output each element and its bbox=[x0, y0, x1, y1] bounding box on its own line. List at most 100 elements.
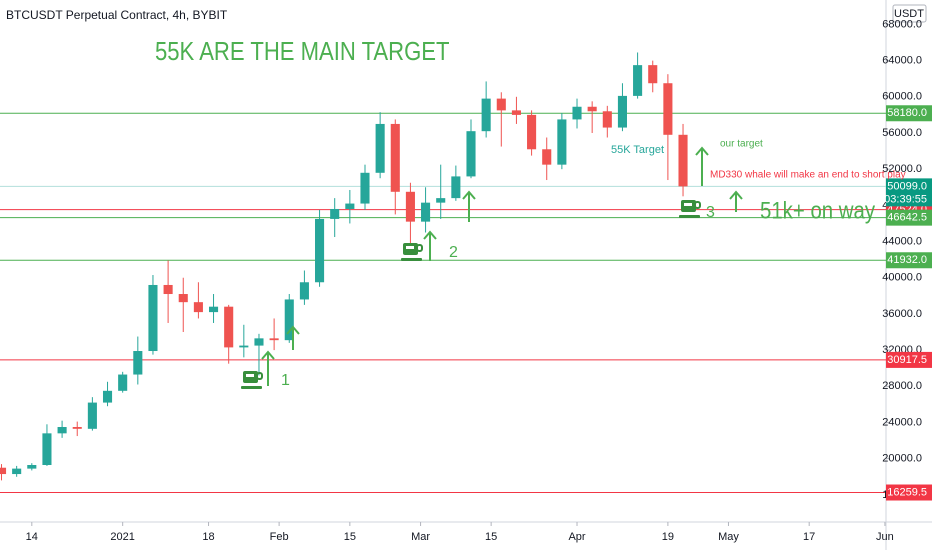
candle-body bbox=[102, 390, 113, 403]
y-tick-label: 24000.0 bbox=[882, 416, 922, 428]
candle-body bbox=[496, 98, 506, 111]
candle-body bbox=[633, 65, 643, 96]
candle-body bbox=[163, 284, 173, 295]
up-arrow bbox=[423, 230, 437, 261]
candle-body bbox=[511, 110, 521, 115]
plot bbox=[0, 52, 886, 494]
annotation: MD330 whale will make an end to short pl… bbox=[710, 170, 906, 181]
up-arrow bbox=[695, 146, 709, 186]
x-tick-label: Feb bbox=[270, 531, 289, 543]
x-tick-label: Jun bbox=[876, 531, 894, 543]
x-tick-label: 2021 bbox=[110, 531, 134, 543]
candle-body bbox=[224, 306, 234, 348]
drawings bbox=[241, 146, 743, 389]
candle-body bbox=[421, 202, 431, 222]
candle-body bbox=[193, 302, 203, 313]
candle-body bbox=[678, 134, 688, 187]
candle-body bbox=[87, 402, 97, 429]
y-tick-label: 20000.0 bbox=[882, 453, 922, 465]
y-tick-label: 64000.0 bbox=[882, 55, 922, 67]
y-tick-label: 68000.0 bbox=[882, 18, 922, 30]
level-tag bbox=[886, 484, 932, 501]
annotation: 2 bbox=[449, 244, 458, 261]
x-tick-label: 17 bbox=[803, 531, 815, 543]
candle-body bbox=[42, 433, 52, 466]
candle-body bbox=[360, 172, 370, 204]
x-tick-label: Apr bbox=[568, 531, 585, 543]
candle-body bbox=[390, 123, 400, 192]
candle-body bbox=[72, 427, 82, 429]
level-tag-label: 41932.0 bbox=[887, 254, 927, 266]
candle-body bbox=[208, 306, 219, 313]
candle-body bbox=[27, 465, 37, 469]
x-tick-label: May bbox=[718, 531, 739, 543]
level-tag bbox=[886, 209, 932, 226]
y-tick-label: 56000.0 bbox=[882, 127, 922, 139]
candle-body bbox=[345, 203, 355, 209]
candle-body bbox=[178, 294, 188, 303]
candle-body bbox=[542, 149, 552, 165]
candle-body bbox=[330, 208, 340, 219]
countdown-label: 03:39:55 bbox=[884, 193, 927, 205]
y-tick-label: 60000.0 bbox=[882, 91, 922, 103]
arrows bbox=[261, 146, 743, 386]
candle-body bbox=[375, 123, 385, 173]
up-arrow bbox=[261, 350, 275, 386]
up-arrow bbox=[462, 190, 476, 222]
x-tick-label: 14 bbox=[26, 531, 38, 543]
level-tag bbox=[886, 252, 932, 269]
level-tag-label: 30917.5 bbox=[887, 354, 927, 366]
candle-body bbox=[299, 282, 309, 300]
annotation: 51k+ on way bbox=[760, 197, 876, 224]
cup-icon bbox=[401, 243, 423, 261]
candle-body bbox=[663, 83, 673, 135]
cup-icon bbox=[241, 371, 263, 389]
axes: USDT16000.020000.024000.028000.032000.03… bbox=[26, 4, 932, 543]
candle-body bbox=[254, 338, 264, 346]
cup-icon bbox=[679, 200, 701, 218]
x-tick-label: 19 bbox=[662, 531, 674, 543]
last-price-tag bbox=[886, 178, 932, 207]
annotation: 55K ARE THE MAIN TARGET bbox=[155, 37, 450, 66]
chart-title: BTCUSDT Perpetual Contract, 4h, BYBIT bbox=[6, 8, 228, 22]
cup-icons bbox=[241, 200, 701, 389]
candle-body bbox=[602, 111, 612, 128]
candle-body bbox=[0, 467, 7, 475]
y-tick-label: 40000.0 bbox=[882, 272, 922, 284]
level-tag bbox=[886, 351, 932, 368]
candle-body bbox=[466, 131, 476, 177]
candle-body bbox=[315, 218, 325, 283]
candle-body bbox=[269, 338, 279, 341]
candle-body bbox=[57, 427, 67, 434]
candle-body bbox=[239, 345, 249, 348]
annotation: 3 bbox=[706, 204, 715, 221]
y-tick-label: 36000.0 bbox=[882, 308, 922, 320]
candle-body bbox=[617, 95, 627, 128]
last-price-label: 50099.0 bbox=[887, 180, 927, 192]
x-tick-label: 18 bbox=[202, 531, 214, 543]
candle-body bbox=[587, 106, 597, 112]
annotation: our target bbox=[720, 139, 763, 150]
x-tick-label: 15 bbox=[485, 531, 497, 543]
annotation: 55K Target bbox=[611, 144, 664, 156]
candle-body bbox=[118, 374, 128, 391]
candle-body bbox=[148, 284, 158, 352]
annotation: 1 bbox=[281, 372, 290, 389]
level-tag bbox=[886, 105, 932, 122]
candle-body bbox=[648, 65, 658, 84]
up-arrow bbox=[286, 325, 300, 350]
candle-body bbox=[284, 299, 294, 341]
candle-body bbox=[572, 106, 582, 120]
level-tag-label: 46642.5 bbox=[887, 212, 927, 224]
up-arrow bbox=[729, 190, 743, 212]
level-tag-label: 16259.5 bbox=[887, 486, 927, 498]
y-tick-label: 44000.0 bbox=[882, 235, 922, 247]
x-tick-label: 15 bbox=[344, 531, 356, 543]
candle-body bbox=[527, 114, 537, 150]
x-tick-label: Mar bbox=[411, 531, 430, 543]
candle-body bbox=[133, 351, 143, 375]
y-tick-label: 28000.0 bbox=[882, 380, 922, 392]
axis-unit: USDT bbox=[894, 8, 924, 20]
